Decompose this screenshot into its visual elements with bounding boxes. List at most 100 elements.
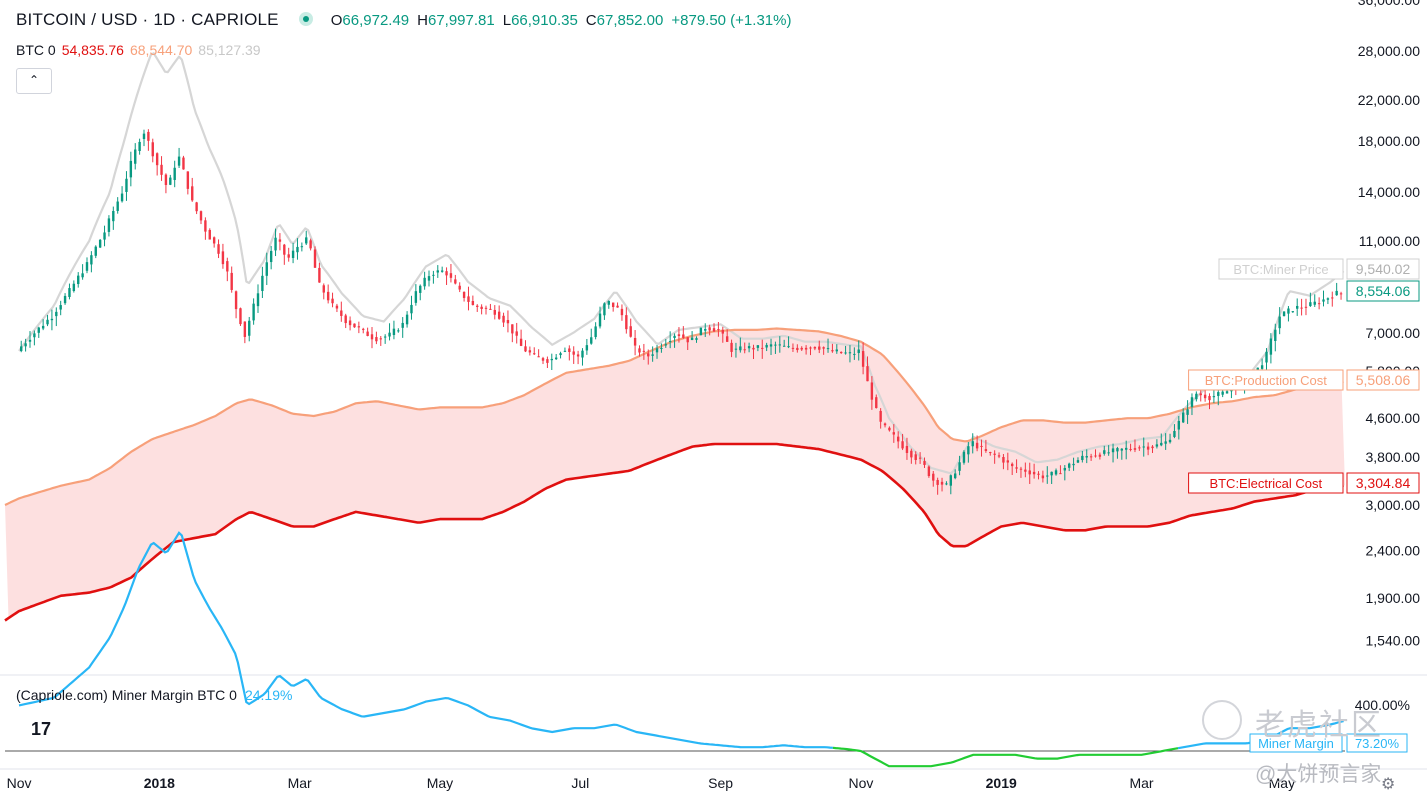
candle-body [1010,463,1014,467]
candle-body [673,335,676,338]
candle-body [511,324,514,334]
production-cost-tag-label-box [1188,369,1344,391]
candle-body [857,349,860,354]
candle-body [743,349,746,351]
candle-body [1339,293,1343,295]
margin-indicator-name: (Capriole.com) Miner Margin BTC 0 [16,687,237,703]
candle-body [107,218,111,232]
candle-body [958,462,961,471]
candle-body [993,453,996,455]
candle-body [155,153,159,166]
candle-body [1015,467,1018,469]
candle-body [962,451,966,463]
candle-body [870,382,874,400]
candle-body [440,270,444,272]
candle-body [1054,470,1058,475]
candle-body [269,250,273,263]
candle-body [1221,391,1224,395]
symbol-title[interactable]: BITCOIN / USD · 1D · CAPRIOLE [16,10,279,29]
electrical-cost-line [4,442,1344,622]
candle-body [804,347,808,350]
candle-body [818,346,821,350]
candle-body [20,346,23,352]
candle-body [164,174,168,186]
candle-body [147,131,150,141]
miner-price-tag-value-box [1346,258,1420,280]
candle-body [212,237,216,244]
indicator-name: BTC 0 [16,42,56,58]
miner-margin-label-box [1249,733,1343,753]
candle-body [638,348,641,353]
candle-body [980,445,983,447]
candle-body [1050,471,1053,476]
candle-body [971,441,974,447]
margin-indicator-value: 24.19% [244,687,293,703]
candle-body [1129,448,1132,450]
candle-body [362,328,365,330]
candle-body [326,291,330,301]
candle-body [1111,448,1115,453]
y-tick-label: 1,540.00 [1366,633,1421,649]
indicator-legend-bottom[interactable]: (Capriole.com) Miner Margin BTC 0 24.19% [16,687,292,703]
gear-icon[interactable]: ⚙ [1381,776,1396,793]
y-tick-label: 1,900.00 [1366,590,1421,606]
candle-body [918,457,922,459]
candle-body [905,445,909,453]
candle-body [353,323,356,328]
electrical-cost-tag-value: 3,304.84 [1356,475,1411,491]
candle-body [892,432,896,435]
collapse-legend-button[interactable]: ⌃ [16,68,52,94]
candle-body [55,311,58,317]
candle-body [217,244,220,254]
candle-body [379,338,382,340]
y-tick-label: 4,600.00 [1366,410,1421,426]
miner-price-tag-value: 9,540.02 [1356,261,1411,277]
candle-body [204,220,207,232]
candle-body [291,250,295,258]
candle-body [787,346,790,348]
x-tick-label: Nov [7,775,32,791]
candle-body [1182,412,1185,423]
miner-price-tag-label-box [1218,258,1344,280]
tradingview-logo-icon[interactable]: 17 [22,714,60,744]
candle-body [1006,460,1010,463]
candle-body [1160,442,1163,446]
production-cost-tag-label: BTC:Production Cost [1205,373,1327,388]
ohlc-readout: O66,972.49 H67,997.81 L66,910.35 C67,852.00… [330,12,792,29]
candle-body [695,338,698,340]
candle-body [576,354,580,357]
candle-body [392,328,396,336]
close-value: 67,852.00 [596,12,664,29]
candle-body [607,300,610,305]
candle-body [1146,446,1150,450]
candle-body [458,285,461,290]
candle-body [769,344,773,347]
miner-price-line [18,52,1345,475]
candle-body [221,251,225,265]
candle-body [68,288,71,297]
candle-body [1282,311,1286,317]
candle-body [752,347,755,350]
y-tick-label: 7,000.00 [1366,325,1421,341]
candle-body [160,164,163,175]
x-tick-label: 2019 [986,775,1017,791]
candle-body [226,261,229,272]
indicator-legend-top[interactable]: BTC 0 54,835.76 68,544.70 85,127.39 [16,42,261,58]
candle-body [112,210,115,222]
chart-header: BITCOIN / USD · 1D · CAPRIOLE O66,972.49 H… [16,10,799,30]
candle-body [506,319,510,324]
miner-margin-label: Miner Margin [1258,736,1334,751]
candle-body [484,307,488,309]
candle-body [712,328,716,332]
candle-body [1133,448,1137,450]
candle-body [248,320,251,336]
candle-body [344,315,347,324]
candle-body [717,329,720,331]
candle-body [370,334,374,340]
candle-body [256,293,260,307]
candle-body [471,300,475,305]
candle-body [800,347,803,350]
candle-body [1225,391,1229,394]
candle-body [476,305,479,307]
